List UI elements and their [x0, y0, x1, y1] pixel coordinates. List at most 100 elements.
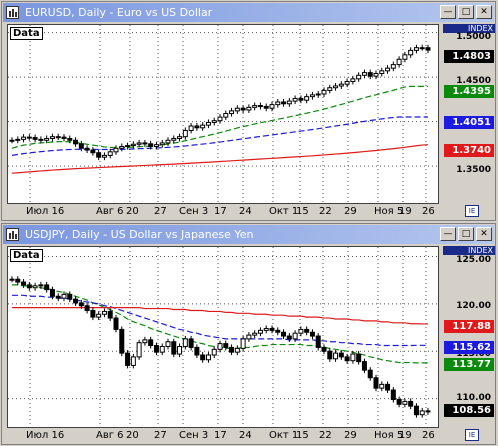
candle-body — [402, 54, 408, 60]
price-chart-plot[interactable]: Data — [7, 24, 439, 204]
time-label: Ноя 5 — [374, 430, 404, 441]
usdjpy-window: USDJPY, Daily - US Dollar vs Japanese Ye… — [1, 223, 496, 445]
chart-window-icon — [6, 6, 19, 19]
candle-body — [159, 142, 165, 146]
candle-body — [408, 49, 414, 56]
chart-window-icon — [6, 228, 19, 241]
settings-icon[interactable]: IE — [465, 205, 479, 217]
close-button[interactable]: ✕ — [476, 5, 492, 19]
time-label: 22 — [319, 206, 332, 217]
time-label: Окт 1 — [269, 206, 299, 217]
candle-body — [67, 293, 73, 300]
candle-body — [107, 310, 113, 319]
candle-body — [390, 64, 396, 69]
candle-body — [44, 284, 50, 291]
candle-body — [408, 400, 414, 407]
close-button[interactable]: ✕ — [476, 227, 492, 241]
candle-body — [419, 410, 425, 416]
candle-body — [38, 138, 44, 141]
candle-body — [205, 354, 211, 361]
time-label: Авг 6 — [96, 206, 124, 217]
candle-body — [153, 144, 159, 147]
candle-body — [21, 136, 27, 140]
candle-body — [26, 136, 32, 139]
candle-body — [205, 121, 211, 126]
candle-body — [136, 342, 142, 358]
candle-body — [96, 313, 102, 318]
time-label: Авг 6 — [96, 430, 124, 441]
candle-body — [49, 136, 55, 139]
candle-body — [286, 335, 292, 340]
candle-body — [338, 352, 344, 358]
candle-body — [153, 345, 159, 353]
candle-body — [84, 305, 90, 311]
candle-body — [321, 346, 327, 352]
time-label: Окт 1 — [269, 430, 299, 441]
candle-body — [367, 72, 373, 77]
price-tick: 115.00 — [456, 349, 491, 359]
price-box-current: 1.4803 — [444, 50, 494, 63]
time-label: 15 — [296, 206, 309, 217]
price-box-ma-fast: 113.77 — [444, 358, 494, 371]
series-line-ma-slow — [11, 144, 429, 174]
time-label: Сен 3 — [179, 206, 209, 217]
time-label: 20 — [126, 430, 139, 441]
candle-body — [373, 377, 379, 389]
candle-body — [177, 345, 183, 355]
time-label: Июл 16 — [26, 430, 65, 441]
window-titlebar[interactable]: USDJPY, Daily - US Dollar vs Japanese Ye… — [3, 225, 494, 244]
time-label: 26 — [422, 206, 435, 217]
candle-body — [73, 298, 79, 304]
candle-body — [356, 74, 362, 80]
candle-body — [159, 345, 165, 353]
candle-body — [101, 154, 107, 158]
candle-body — [298, 97, 304, 101]
candle-body — [55, 136, 61, 139]
candle-body — [292, 332, 298, 340]
price-tick: 120.00 — [456, 301, 491, 311]
candle-body — [119, 145, 125, 149]
price-tick: 110.00 — [456, 393, 491, 403]
candle-body — [350, 78, 356, 83]
time-label: 27 — [154, 430, 167, 441]
minimize-button[interactable]: — — [440, 227, 456, 241]
candle-body — [130, 143, 136, 147]
settings-icon[interactable]: IE — [465, 429, 479, 441]
minimize-button[interactable]: — — [440, 5, 456, 19]
candle-body — [229, 346, 235, 353]
candle-body — [194, 346, 200, 356]
window-title: EURUSD, Daily - Euro vs US Dollar — [25, 6, 213, 19]
candle-body — [396, 399, 402, 405]
price-chart-plot[interactable]: Data — [7, 246, 439, 428]
candle-body — [275, 329, 281, 333]
candle-body — [298, 328, 304, 334]
candle-body — [142, 142, 148, 145]
candle-body — [356, 353, 362, 363]
maximize-button[interactable]: □ — [458, 227, 474, 241]
price-box-ma-fast: 1.4395 — [444, 85, 494, 98]
candle-body — [379, 70, 385, 75]
candle-body — [304, 96, 310, 101]
eurusd-chart-svg — [8, 25, 438, 203]
candle-body — [234, 107, 240, 112]
window-titlebar[interactable]: EURUSD, Daily - Euro vs US Dollar — □ ✕ — [3, 3, 494, 22]
price-tick: 125.00 — [456, 255, 491, 265]
candle-body — [413, 405, 419, 416]
price-tick: 1.5000 — [456, 32, 491, 42]
maximize-button[interactable]: □ — [458, 5, 474, 19]
candle-body — [257, 105, 263, 108]
time-label: 26 — [422, 430, 435, 441]
candle-body — [61, 136, 67, 139]
candle-body — [344, 81, 350, 85]
time-axis: Июл 16 Авг 6 20 27 Сен 3 17 24 Окт 1 15 22 29 Ноя 5… — [7, 205, 439, 219]
candle-body — [240, 338, 246, 349]
time-label: 27 — [154, 206, 167, 217]
candle-body — [101, 310, 107, 315]
candle-body — [148, 339, 154, 347]
candle-body — [165, 341, 171, 347]
candle-body — [67, 137, 73, 141]
candle-body — [96, 152, 102, 158]
candle-body — [327, 350, 333, 360]
candle-body — [136, 142, 142, 145]
series-line-ma-fast — [11, 85, 428, 149]
